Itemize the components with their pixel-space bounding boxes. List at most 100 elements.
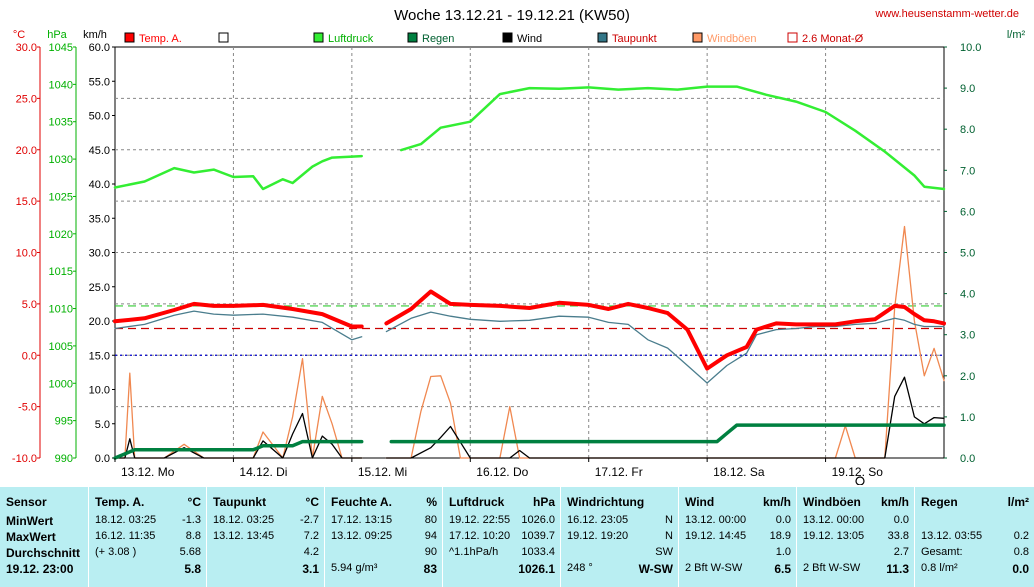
wind-avg: 1.0 — [775, 546, 791, 558]
legend-item: Wind — [502, 32, 542, 45]
pressure-tick-label: 1020 — [49, 229, 73, 241]
rain-header: Regen — [921, 495, 958, 509]
temp-tick-label: -10.0 — [12, 453, 37, 465]
col-dewpoint: Taupunkt °C 18.12. 03:25 -2.7 13.12. 13:4… — [206, 487, 325, 587]
legend-item: Regen — [407, 32, 454, 45]
wind-max-time: 19.12. 14:45 — [685, 530, 747, 542]
temp-avg-note: (+ 3.08 ) — [95, 546, 137, 558]
legend-swatch — [787, 32, 798, 43]
rain-total-label: Gesamt: — [921, 546, 963, 558]
winddir-min-time: 16.12. 23:05 — [567, 514, 629, 526]
col-rain: Regen l/m² 13.12. 03:55 0.2 Gesamt: 0.8 0… — [914, 487, 1034, 587]
wind-bft: 2 Bft W-SW — [685, 562, 743, 574]
humidity-abs: 5.94 g/m³ — [331, 562, 378, 574]
gust-min: 0.0 — [893, 514, 909, 526]
winddir-max-time: 19.12. 19:20 — [567, 530, 629, 542]
rain-current: 0.0 — [1012, 562, 1029, 576]
humidity-max-time: 13.12. 09:25 — [331, 530, 393, 542]
gust-avg: 2.7 — [893, 546, 909, 558]
temp-current: 5.8 — [184, 562, 201, 576]
x-tick-label: 16.12. Do — [476, 465, 528, 479]
pressure-tick-label: 1005 — [49, 341, 73, 353]
temp-tick-label: 20.0 — [16, 145, 37, 157]
rain-min: 0.2 — [1013, 530, 1029, 542]
dew-min-time: 18.12. 03:25 — [213, 514, 275, 526]
wind-tick-label: 25.0 — [89, 282, 110, 294]
pressure-current: 1026.1 — [518, 562, 555, 576]
humidity-min: 80 — [424, 514, 437, 526]
legend-swatch — [218, 32, 229, 43]
wind-tick-label: 0.0 — [95, 453, 110, 465]
rain-tick-label: 9.0 — [960, 83, 975, 95]
pressure-tick-label: 1040 — [49, 79, 73, 91]
legend-label: Taupunkt — [612, 33, 657, 45]
pressure-tick-label: 1025 — [49, 191, 73, 203]
legend: Temp. A. Luftdruck Regen Wind Taupunkt Windbö… — [124, 32, 864, 45]
wind-tick-label: 50.0 — [89, 111, 110, 123]
row-label-min: MinWert — [6, 514, 54, 528]
dew-unit: °C — [305, 495, 319, 509]
series-layer — [113, 85, 946, 460]
temp-tick-label: 15.0 — [16, 196, 37, 208]
gust-max: 33.8 — [887, 530, 909, 542]
pressure-tick-label: 1010 — [49, 304, 73, 316]
col-pressure: Luftdruck hPa 19.12. 22:55 1026.0 17.12. … — [442, 487, 561, 587]
legend-label: Luftdruck — [328, 33, 374, 45]
legend-item: Temp. A. — [124, 32, 182, 45]
wind-current: 6.5 — [774, 562, 791, 576]
gust-current: 11.3 — [886, 562, 909, 576]
humidity-header: Feuchte A. — [331, 495, 392, 509]
wind-tick-label: 55.0 — [89, 76, 110, 88]
gust-unit: km/h — [880, 495, 909, 509]
temp-header: Temp. A. — [95, 495, 145, 509]
dew-current: 3.1 — [302, 562, 319, 576]
wind-max: 18.9 — [769, 530, 791, 542]
winddir-header: Windrichtung — [567, 495, 645, 509]
humidity-current: 83 — [423, 562, 437, 576]
rain-tick-label: 2.0 — [960, 371, 975, 383]
legend-label: Wind — [517, 33, 542, 45]
wind-tick-label: 60.0 — [89, 42, 110, 54]
temp-min-time: 18.12. 03:25 — [95, 514, 157, 526]
series-temp-a — [113, 289, 946, 371]
wind-tick-label: 45.0 — [89, 145, 110, 157]
rain-total: 0.8 — [1013, 546, 1029, 558]
wind-tick-label: 30.0 — [89, 248, 110, 260]
gust-bft: 2 Bft W-SW — [803, 562, 861, 574]
legend-label: Windböen — [707, 33, 757, 45]
rain-tick-label: 4.0 — [960, 289, 975, 301]
winddir-max: N — [665, 530, 673, 542]
legend-item: Luftdruck — [313, 32, 374, 45]
pressure-tick-label: 1035 — [49, 117, 73, 129]
legend-item — [218, 32, 229, 43]
rain-axis-unit: l/m² — [1007, 29, 1026, 41]
x-tick-label: 14.12. Di — [239, 465, 287, 479]
row-label-avg: Durchschnitt — [6, 546, 81, 560]
pressure-tick-label: 990 — [55, 453, 73, 465]
dew-max-time: 13.12. 13:45 — [213, 530, 275, 542]
gust-header: Windböen — [803, 495, 861, 509]
x-tick-label: 13.12. Mo — [121, 465, 175, 479]
rain-unit: l/m² — [1007, 495, 1029, 509]
wind-tick-label: 40.0 — [89, 179, 110, 191]
wind-axis-unit: km/h — [83, 29, 107, 41]
weather-chart: Woche 13.12.21 - 19.12.21 (KW50) www.heu… — [12, 7, 1026, 485]
legend-swatch — [407, 32, 418, 43]
current-time-marker-icon — [855, 476, 865, 485]
pressure-max-time: 17.12. 10:20 — [449, 530, 511, 542]
legend-item: 2.6 Monat-Ø — [787, 32, 864, 45]
col-gust: Windböen km/h 13.12. 00:00 0.0 19.12. 13:… — [796, 487, 915, 587]
chart-title: Woche 13.12.21 - 19.12.21 (KW50) — [394, 7, 630, 24]
temp-min: -1.3 — [182, 514, 201, 526]
row-label-max: MaxWert — [6, 530, 56, 544]
winddir-avg: SW — [655, 546, 673, 558]
gust-max-time: 19.12. 13:05 — [803, 530, 865, 542]
wind-tick-label: 35.0 — [89, 213, 110, 225]
col-wind: Wind km/h 13.12. 00:00 0.0 19.12. 14:45 1… — [678, 487, 797, 587]
reference-lines — [115, 305, 944, 356]
legend-swatch — [502, 32, 513, 43]
temp-tick-label: 5.0 — [22, 299, 37, 311]
temp-max: 8.8 — [185, 530, 201, 542]
site-url[interactable]: www.heusenstamm-wetter.de — [874, 8, 1019, 20]
dew-header: Taupunkt — [213, 495, 267, 509]
